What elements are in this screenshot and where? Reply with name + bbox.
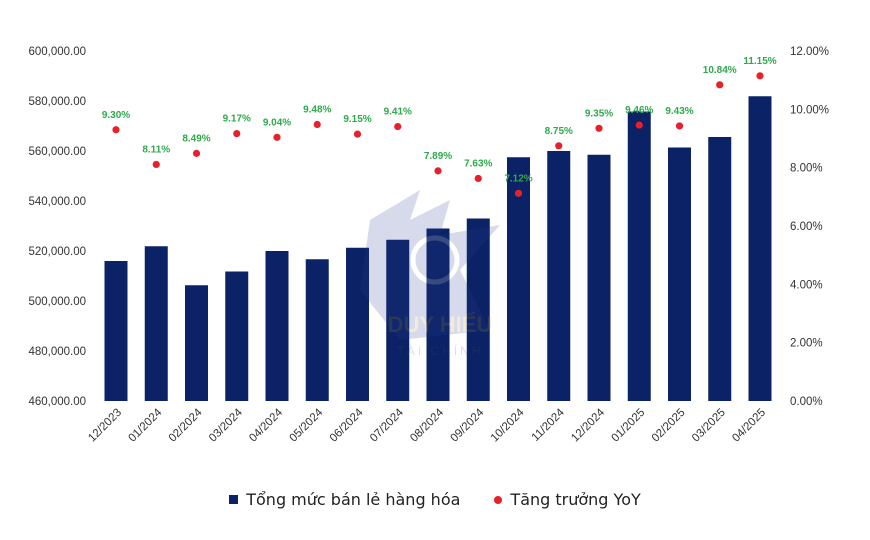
growth-point xyxy=(555,142,563,150)
data-label: 9.15% xyxy=(343,114,371,125)
growth-point xyxy=(434,167,442,175)
data-label: 7.63% xyxy=(464,158,492,169)
legend-bar-label: Tổng mức bán lẻ hàng hóa xyxy=(246,490,461,509)
bar xyxy=(346,247,369,401)
data-label: 9.04% xyxy=(263,117,291,128)
y-left-tick-label: 520,000.00 xyxy=(28,246,86,258)
x-tick-label: 09/2024 xyxy=(448,406,486,444)
bar xyxy=(627,111,651,401)
data-label: 9.30% xyxy=(102,110,130,121)
x-tick-label: 06/2024 xyxy=(328,406,366,444)
x-tick-label: 10/2024 xyxy=(489,406,527,444)
y-right-tick-label: 6.00% xyxy=(790,221,823,233)
growth-labels: 9.30% 8.11% 8.49% 9.17% 9.04% 9.48% 9.15% 9.41%… xyxy=(102,56,777,185)
bar xyxy=(426,228,450,401)
legend: Tổng mức bán lẻ hàng hóa Tăng trưởng YoY xyxy=(0,490,870,509)
bar xyxy=(587,154,611,401)
data-label: 7.12% xyxy=(504,173,532,184)
y-left-tick-label: 560,000.00 xyxy=(28,146,86,158)
x-tick-label: 12/2024 xyxy=(569,406,607,444)
data-label: 9.17% xyxy=(223,114,251,125)
growth-point xyxy=(716,81,724,89)
bar xyxy=(104,261,128,401)
growth-point xyxy=(474,174,482,183)
growth-point xyxy=(635,121,643,129)
growth-series xyxy=(112,72,764,197)
growth-point xyxy=(595,124,603,132)
growth-point xyxy=(756,72,764,80)
data-label: 9.46% xyxy=(625,105,653,116)
y-left-tick-label: 580,000.00 xyxy=(28,96,86,108)
x-tick-label: 03/2024 xyxy=(207,406,245,444)
data-label: 11.15% xyxy=(743,56,776,67)
left-axis: 460,000.00 480,000.00 500,000.00 520,000.00… xyxy=(28,46,86,408)
bar xyxy=(305,259,329,401)
x-tick-label: 01/2024 xyxy=(126,406,164,444)
y-right-tick-label: 8.00% xyxy=(790,163,823,175)
right-axis: 0.00% 2.00% 4.00% 6.00% 8.00% 10.00% 12.00% xyxy=(790,46,829,408)
data-label: 8.11% xyxy=(142,144,170,155)
x-tick-label: 02/2025 xyxy=(650,407,688,445)
data-label: 9.43% xyxy=(665,106,693,117)
x-tick-label: 05/2024 xyxy=(287,406,325,444)
bar xyxy=(668,147,691,401)
growth-point xyxy=(152,160,160,169)
growth-point xyxy=(112,126,120,134)
y-left-tick-label: 480,000.00 xyxy=(28,346,86,358)
bar xyxy=(547,151,571,401)
bar xyxy=(748,96,772,401)
x-tick-label: 11/2024 xyxy=(530,406,568,444)
bar xyxy=(507,157,530,401)
growth-point xyxy=(313,120,321,129)
y-right-tick-label: 10.00% xyxy=(790,104,829,116)
bar xyxy=(466,218,490,401)
y-right-tick-label: 0.00% xyxy=(790,396,823,408)
growth-point xyxy=(192,149,201,157)
growth-point xyxy=(514,189,523,197)
y-left-tick-label: 600,000.00 xyxy=(28,46,86,58)
legend-item-bar: Tổng mức bán lẻ hàng hóa xyxy=(229,490,460,509)
bar xyxy=(386,239,410,401)
legend-dot-label: Tăng trưởng YoY xyxy=(510,490,641,509)
x-tick-label: 04/2024 xyxy=(247,406,285,444)
growth-point xyxy=(353,130,362,138)
data-label: 10.84% xyxy=(703,65,737,76)
y-right-tick-label: 4.00% xyxy=(790,279,823,291)
bar xyxy=(265,251,289,401)
data-label: 8.49% xyxy=(182,133,210,144)
x-axis: 12/2023 01/2024 02/2024 03/2024 04/2024 05/20… xyxy=(86,406,768,444)
bar xyxy=(225,271,249,401)
growth-point xyxy=(675,122,684,130)
y-left-tick-label: 460,000.00 xyxy=(28,396,86,408)
x-tick-label: 04/2025 xyxy=(730,407,768,445)
legend-item-dot: Tăng trưởng YoY xyxy=(494,490,641,509)
legend-bar-swatch xyxy=(229,495,239,504)
y-left-tick-label: 540,000.00 xyxy=(28,196,86,208)
x-tick-label: 02/2024 xyxy=(167,406,205,444)
x-tick-label: 08/2024 xyxy=(408,406,446,444)
x-tick-label: 03/2025 xyxy=(690,407,728,445)
data-label: 8.75% xyxy=(545,126,573,137)
x-tick-label: 12/2023 xyxy=(86,407,124,445)
bar xyxy=(185,285,208,401)
bar xyxy=(708,137,732,401)
growth-point xyxy=(394,122,402,131)
data-label: 9.35% xyxy=(585,108,613,119)
growth-point xyxy=(233,129,241,138)
y-left-tick-label: 500,000.00 xyxy=(28,296,86,308)
growth-point xyxy=(273,133,281,141)
data-label: 9.48% xyxy=(303,105,331,116)
y-right-tick-label: 2.00% xyxy=(790,338,823,350)
y-right-tick-label: 12.00% xyxy=(790,46,829,58)
x-tick-label: 01/2025 xyxy=(609,407,647,445)
legend-dot-swatch xyxy=(494,495,503,504)
data-label: 9.41% xyxy=(384,107,412,118)
bar xyxy=(144,246,168,401)
data-label: 7.89% xyxy=(424,151,452,162)
bar-series xyxy=(104,96,772,401)
x-tick-label: 07/2024 xyxy=(368,406,406,444)
